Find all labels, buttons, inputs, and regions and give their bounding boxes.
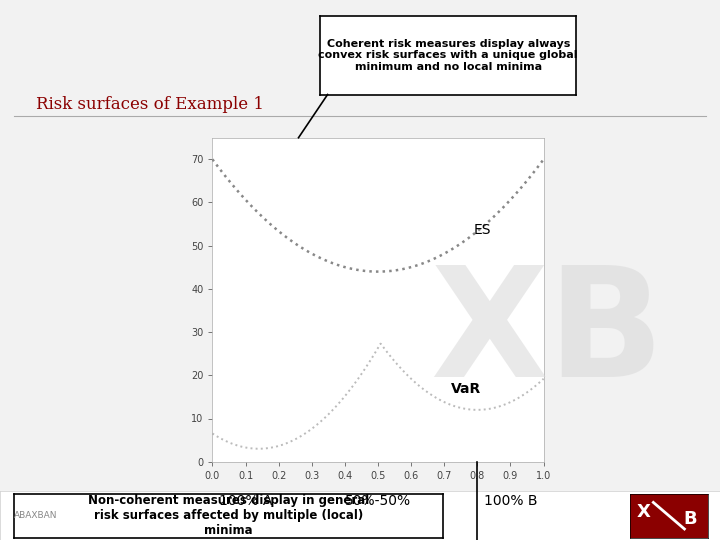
Text: Coherent risk measures display always
convex risk surfaces with a unique global
: Coherent risk measures display always co… [318,39,578,72]
Text: 50%-50%: 50%-50% [345,494,411,508]
Text: 100% A: 100% A [219,494,272,508]
Text: Risk surfaces of Example 1: Risk surfaces of Example 1 [36,97,264,113]
Text: Non-coherent measures display in general
risk surfaces affected by multiple (loc: Non-coherent measures display in general… [88,494,369,537]
Text: ES: ES [474,223,492,237]
Text: XB: XB [430,260,665,409]
Text: X: X [637,503,651,521]
Text: 100% B: 100% B [484,494,537,508]
Text: ABAXBAN: ABAXBAN [14,511,58,520]
Text: B: B [684,510,698,528]
Text: VaR: VaR [451,382,481,396]
